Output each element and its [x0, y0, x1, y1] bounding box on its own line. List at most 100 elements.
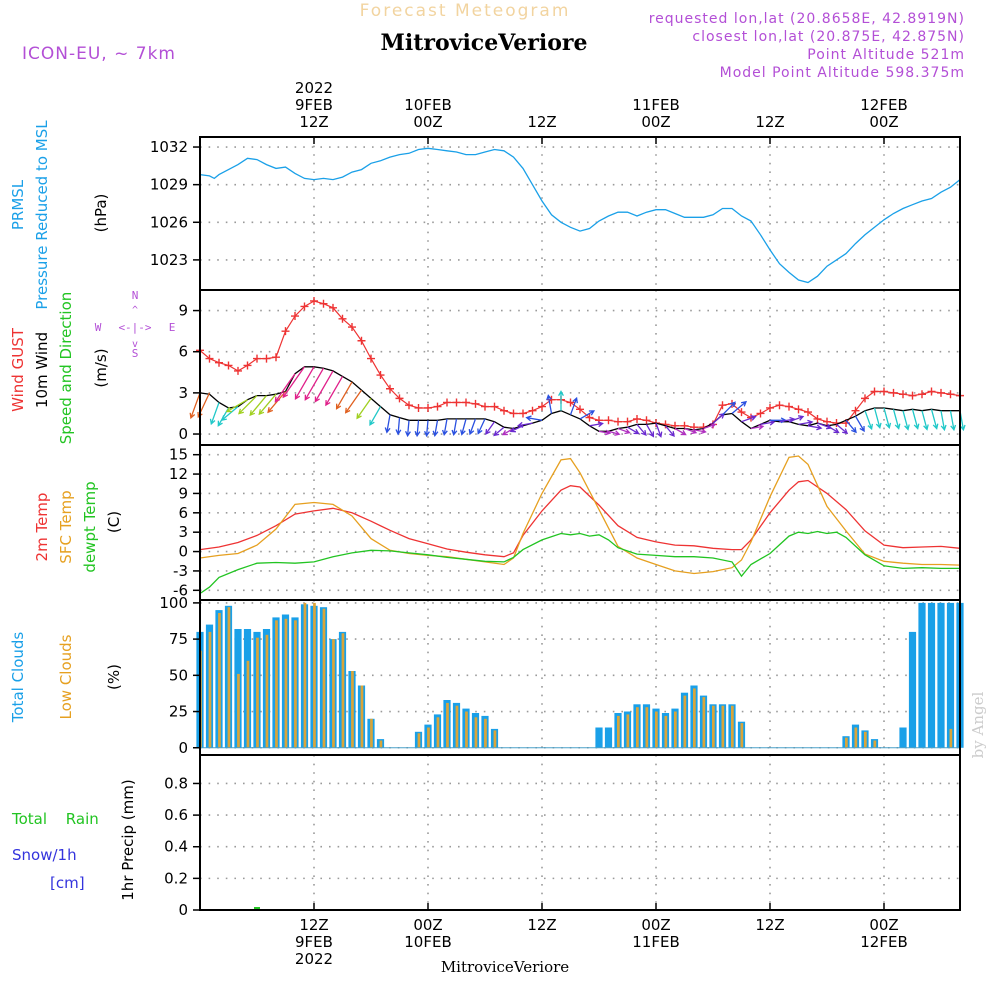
low-cloud-bar — [351, 671, 354, 748]
gust-marker — [338, 314, 347, 323]
y-tick-label: 0 — [178, 425, 188, 443]
wind-arrow — [225, 399, 248, 413]
y-tick-label: 9 — [178, 484, 188, 502]
wind-arrow — [282, 366, 306, 399]
low-cloud-bar — [237, 673, 240, 748]
wind-arrow — [921, 410, 929, 431]
gust-marker — [414, 403, 423, 412]
gust-marker — [880, 387, 888, 396]
requested-coords: requested lon,lat (20.8658E, 42.8919N) — [649, 11, 965, 27]
wind-arrow — [712, 412, 726, 424]
gust-marker — [813, 414, 822, 423]
compass-up: ^ — [132, 305, 138, 316]
total-rain-label: Total Rain — [11, 810, 99, 828]
y-tick-label: 100 — [159, 594, 188, 612]
gust-marker — [348, 323, 356, 332]
low-cloud-bar — [626, 714, 630, 748]
gust-marker — [433, 402, 442, 411]
gust-marker — [889, 388, 898, 397]
wind-arrow — [209, 402, 220, 426]
wind-arrow — [485, 421, 496, 436]
wind-arrow — [741, 415, 757, 423]
low-cloud-bar — [617, 715, 620, 748]
axis-labels-layer: 10231026102910320369-6-30369121502550751… — [150, 79, 908, 968]
gust-marker — [614, 417, 622, 426]
dewpt-label: dewpt Temp — [81, 481, 99, 572]
wind-arrow — [395, 417, 402, 436]
gust-marker — [927, 387, 936, 396]
low-cloud-bar — [683, 695, 687, 748]
gust-marker — [538, 402, 546, 411]
low-cloud-bar — [284, 618, 288, 748]
low-cloud-bar — [208, 631, 212, 748]
compass-arrows: <-|-> — [118, 321, 151, 334]
low-cloud-bar — [427, 727, 430, 748]
wind-arrow — [750, 424, 765, 431]
low-cloud-bar — [845, 737, 848, 748]
wind-arrow — [405, 420, 411, 438]
x-label-top: 12Z — [299, 113, 328, 131]
x-label-bottom: 00Z — [869, 916, 898, 934]
gust-marker — [424, 403, 432, 412]
x-label-bottom: 10FEB — [404, 933, 451, 951]
y-tick-label: 0.2 — [164, 869, 188, 887]
low-cloud-bar — [636, 707, 639, 748]
low-cloud-bar — [455, 705, 459, 748]
total-cloud-bar — [927, 602, 936, 748]
wind-arrow — [693, 428, 707, 435]
pressure-msl-label: Pressure Reduced to MSL — [33, 120, 51, 310]
wind-arrow — [267, 391, 286, 414]
gust-marker — [870, 387, 879, 396]
low-cloud-bar — [446, 702, 449, 748]
gust-marker — [224, 361, 233, 370]
x-label-bottom: 12Z — [527, 916, 556, 934]
wind-arrow — [940, 410, 947, 432]
gust-marker — [481, 402, 489, 411]
watermark: by Angel — [969, 691, 987, 758]
y-tick-label: 1032 — [150, 138, 188, 156]
gust-marker — [300, 302, 309, 311]
low-cloud-bar — [218, 613, 221, 748]
compass-rose: N W E S <-|-> ^ v — [95, 289, 176, 360]
y-tick-label: 0.8 — [164, 774, 188, 792]
y-tick-label: 0.6 — [164, 806, 188, 824]
ms-unit: (m/s) — [92, 348, 110, 387]
speed-dir-label: Speed and Direction — [57, 292, 75, 445]
wind-arrow — [930, 409, 939, 430]
wind-arrow — [627, 426, 640, 435]
gust-marker — [794, 405, 803, 414]
low-cloud-bar — [370, 718, 373, 748]
y-tick-label: 0 — [178, 901, 188, 919]
x-label-top: 11FEB — [632, 96, 679, 114]
y-tick-label: 75 — [169, 630, 188, 648]
wind-arrow — [949, 410, 957, 432]
wind-arrow — [356, 398, 372, 420]
y-tick-label: 0.4 — [164, 838, 188, 856]
closest-coords: closest lon,lat (20.875E, 42.875N) — [692, 29, 965, 45]
gust-marker — [937, 388, 945, 397]
y-tick-label: 0 — [178, 543, 188, 561]
wind-arrow — [826, 425, 840, 434]
low-cloud-bar — [864, 731, 867, 748]
gust-marker — [291, 312, 299, 321]
c-unit: (C) — [105, 511, 123, 533]
wind-arrow — [238, 395, 258, 415]
gust-marker — [310, 296, 318, 305]
y-tick-label: -6 — [173, 581, 188, 599]
gust-marker — [500, 406, 508, 415]
gust-marker — [234, 366, 242, 375]
gust-marker — [519, 409, 527, 418]
point-altitude: Point Altitude 521m — [807, 47, 965, 63]
wind-arrow — [684, 427, 698, 435]
x-label-bottom: 12FEB — [860, 933, 907, 951]
wind-arrow — [883, 407, 892, 429]
compass-s: S — [132, 347, 139, 360]
y-tick-label: 50 — [169, 666, 188, 684]
low-cloud-bar — [265, 634, 269, 748]
wind-arrow — [579, 410, 596, 420]
pct-unit: (%) — [105, 664, 123, 690]
wind-arrow — [451, 418, 458, 437]
gust-marker — [386, 384, 394, 393]
gust-marker — [215, 358, 223, 367]
gust-marker — [851, 406, 860, 415]
